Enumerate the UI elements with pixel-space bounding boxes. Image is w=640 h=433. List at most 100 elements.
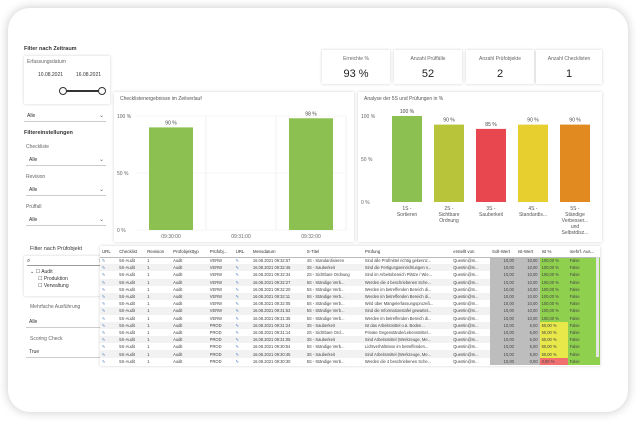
revision-dropdown[interactable]: Alle ⌄: [26, 184, 106, 196]
table-row[interactable]: ✎ 5S-Audit 1 Audit PROD ✎ 16.08.2021 09:30:45 3…: [100, 350, 600, 358]
edit-link-icon[interactable]: ✎: [102, 272, 106, 278]
report-canvas: Filter nach Zeitraum Erfassungsdatum 10.…: [20, 38, 610, 374]
edit-link-icon[interactable]: ✎: [100, 350, 118, 358]
edit-link-icon[interactable]: ✎: [100, 307, 118, 315]
kpi-label: Anzahl Prüfobjekte: [479, 56, 521, 62]
date-from[interactable]: 10.08.2021: [38, 72, 64, 78]
edit-link-icon[interactable]: ✎: [233, 307, 251, 315]
table-row[interactable]: ✎ 5S-Audit 1 Audit PROD ✎ 16.08.2021 09:30:54 5…: [100, 343, 600, 351]
column-header[interactable]: Prüfung: [362, 246, 452, 258]
column-header[interactable]: S-Titel: [304, 246, 363, 258]
column-header[interactable]: Prüfobjekttyp: [171, 246, 208, 258]
table-row[interactable]: ✎ 5S-Audit 1 Audit VERW ✎ 16.08.2021 09:32:27 5…: [100, 278, 600, 286]
column-header[interactable]: Checklist: [117, 246, 146, 258]
table-cell: 10,00: [515, 314, 540, 322]
column-header[interactable]: Revision: [145, 246, 172, 258]
table-row[interactable]: ✎ 5S-Audit 1 Audit VERW ✎ 16.08.2021 09:32:05 5…: [100, 300, 600, 308]
edit-link-icon[interactable]: ✎: [233, 321, 251, 329]
table-cell: 10,00: [515, 278, 540, 286]
edit-link-icon[interactable]: ✎: [233, 264, 251, 272]
table-row[interactable]: ✎ 5S-Audit 1 Audit VERW ✎ 16.08.2021 09:32:11 5…: [100, 292, 600, 301]
data-label: 90 %: [443, 118, 455, 124]
table-cell: Audit: [173, 286, 183, 292]
date-to[interactable]: 16.08.2021: [76, 72, 102, 78]
table-cell: 100,00 %: [539, 314, 568, 322]
table-cell: 50,00 %: [539, 350, 568, 358]
table-row[interactable]: ✎ 5S-Audit 1 Audit PROD ✎ 16.08.2021 09:30:30 5…: [100, 357, 600, 365]
table-cell: Sind im Arbeitsbereich Plätze / Wie...: [364, 272, 433, 278]
edit-link-icon[interactable]: ✎: [233, 350, 251, 358]
table-cell: Quentin@m...: [453, 315, 479, 321]
table-cell: 10,00: [490, 307, 516, 315]
table-row[interactable]: ✎ 5S-Audit 1 Audit VERW ✎ 16.08.2021 09:32:20 5…: [100, 285, 600, 293]
edit-link-icon[interactable]: ✎: [102, 358, 106, 364]
column-header[interactable]: Soll-Wert: [490, 246, 516, 258]
edit-link-icon[interactable]: ✎: [102, 344, 106, 350]
table-cell: Sind die Informationstafel gewartet...: [362, 307, 452, 315]
edit-link-icon[interactable]: ✎: [102, 301, 106, 307]
table-cell: False: [567, 271, 600, 279]
edit-link-icon[interactable]: ✎: [233, 336, 251, 344]
edit-link-icon[interactable]: ✎: [235, 272, 240, 278]
column-header[interactable]: URL: [100, 246, 118, 258]
table-row[interactable]: ✎ 5S-Audit 1 Audit PROD ✎ 16.08.2021 09:31:14 2…: [100, 328, 600, 337]
prueffall-dropdown[interactable]: Alle ⌄: [26, 214, 106, 226]
edit-link-icon[interactable]: ✎: [102, 258, 106, 264]
tree-search-input[interactable]: ⌕ ✕: [27, 258, 103, 266]
date-slider-track[interactable]: [62, 90, 102, 92]
chart-zeitverlauf-card: Checklistenergebnisse im Zeitverlauf 100…: [114, 92, 354, 242]
edit-link-icon[interactable]: ✎: [102, 329, 106, 335]
table-cell: 1: [145, 350, 172, 358]
table-cell: 50,00 %: [539, 321, 568, 329]
edit-link-icon[interactable]: ✎: [235, 344, 240, 350]
column-header[interactable]: URL: [233, 246, 251, 258]
table-cell: 10,00: [490, 278, 516, 286]
table-cell: 10,00: [490, 264, 516, 272]
table-row[interactable]: ✎ 5S-Audit 1 Audit VERW ✎ 16.08.2021 09:32:34 2…: [100, 271, 600, 279]
checkliste-dropdown[interactable]: Alle ⌄: [26, 154, 106, 166]
edit-link-icon[interactable]: ✎: [235, 329, 240, 335]
table-row[interactable]: ✎ 5S-Audit 1 Audit VERW ✎ 16.08.2021 09:31:35 5…: [100, 314, 600, 322]
edit-link-icon[interactable]: ✎: [235, 358, 240, 364]
column-header[interactable]: Ist %: [539, 246, 568, 258]
edit-link-icon[interactable]: ✎: [233, 278, 251, 286]
mehrfache-dropdown[interactable]: Alle⌄: [26, 316, 106, 328]
table-row[interactable]: ✎ 5S-Audit 1 Audit VERW ✎ 16.08.2021 09:32:46 3…: [100, 264, 600, 272]
column-header[interactable]: erstellt von: [451, 246, 491, 258]
column-header[interactable]: Prüfobj...: [207, 246, 234, 258]
edit-link-icon[interactable]: ✎: [100, 336, 118, 344]
table-scrollbar[interactable]: [596, 257, 599, 357]
edit-link-icon[interactable]: ✎: [100, 278, 118, 286]
table-row[interactable]: ✎ 5S-Audit 1 Audit PROD ✎ 16.08.2021 09:31:05 3…: [100, 336, 600, 344]
edit-link-icon[interactable]: ✎: [102, 315, 106, 321]
table-cell: False: [567, 328, 600, 337]
edit-link-icon[interactable]: ✎: [100, 321, 118, 329]
scoring-dropdown[interactable]: True⌄: [26, 346, 106, 358]
tree-item-audit[interactable]: ⌄ ☐ Audit: [30, 269, 53, 275]
column-header[interactable]: Messdatum: [250, 246, 305, 258]
table-cell: 5S-Audit: [117, 321, 146, 329]
column-header[interactable]: Ist-Wert: [515, 246, 540, 258]
zeitraum-dropdown[interactable]: Alle ⌄: [24, 110, 106, 122]
edit-link-icon[interactable]: ✎: [235, 258, 240, 264]
chevron-down-icon: ⌄: [98, 113, 104, 119]
date-slider-start-handle[interactable]: [59, 87, 67, 95]
edit-link-icon[interactable]: ✎: [235, 286, 240, 292]
data-label: 100 %: [400, 109, 415, 115]
column-header[interactable]: mehrf. Aus...: [567, 246, 600, 258]
edit-link-icon[interactable]: ✎: [100, 264, 118, 272]
edit-link-icon[interactable]: ✎: [235, 315, 240, 321]
edit-link-icon[interactable]: ✎: [233, 292, 251, 301]
date-slider-end-handle[interactable]: [98, 87, 106, 95]
tree-item-verwaltung[interactable]: ☐ Verwaltung: [38, 283, 69, 289]
table-cell: VERW: [209, 301, 222, 307]
y-tick-label: 100 %: [361, 114, 376, 120]
edit-link-icon[interactable]: ✎: [100, 292, 118, 301]
table-cell: VERW: [207, 292, 234, 301]
table-row[interactable]: ✎ 5S-Audit 1 Audit VERW ✎ 16.08.2021 09:31:52 5…: [100, 307, 600, 315]
tree-item-produktion[interactable]: ☐ Produktion: [38, 276, 68, 282]
table-row[interactable]: ✎ 5S-Audit 1 Audit VERW ✎ 16.08.2021 09:32:57 4…: [100, 257, 600, 265]
edit-link-icon[interactable]: ✎: [102, 286, 106, 292]
edit-link-icon[interactable]: ✎: [235, 301, 240, 307]
table-row[interactable]: ✎ 5S-Audit 1 Audit PROD ✎ 16.08.2021 09:31:24 3…: [100, 321, 600, 329]
